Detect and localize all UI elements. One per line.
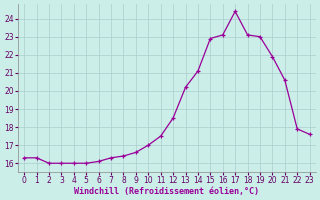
X-axis label: Windchill (Refroidissement éolien,°C): Windchill (Refroidissement éolien,°C) [74, 187, 260, 196]
